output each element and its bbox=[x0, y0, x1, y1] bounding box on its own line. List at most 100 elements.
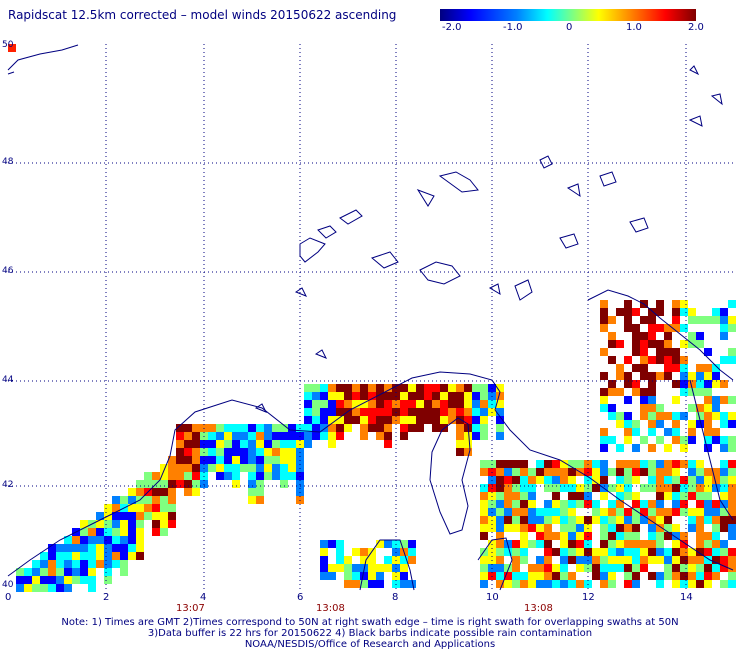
wind-cell bbox=[648, 404, 656, 412]
wind-cell bbox=[104, 552, 112, 560]
wind-cell bbox=[344, 556, 352, 564]
wind-cell bbox=[160, 512, 168, 520]
wind-cell bbox=[624, 540, 632, 548]
wind-cell bbox=[608, 500, 616, 508]
wind-cell bbox=[536, 524, 544, 532]
wind-cell bbox=[312, 416, 320, 424]
wind-cell bbox=[728, 420, 736, 428]
wind-cell bbox=[640, 340, 648, 348]
wind-cell bbox=[624, 420, 632, 428]
wind-cell bbox=[608, 436, 616, 444]
wind-cell bbox=[704, 380, 712, 388]
wind-cell bbox=[672, 468, 680, 476]
wind-cell bbox=[88, 560, 96, 568]
wind-cell bbox=[408, 556, 416, 564]
wind-cell bbox=[256, 496, 264, 504]
wind-cell bbox=[360, 416, 368, 424]
wind-cell bbox=[528, 468, 536, 476]
wind-cell bbox=[528, 540, 536, 548]
wind-cell bbox=[656, 356, 664, 364]
wind-cell bbox=[704, 420, 712, 428]
wind-cell bbox=[496, 392, 504, 400]
wind-cell bbox=[688, 508, 696, 516]
wind-cell bbox=[592, 572, 600, 580]
wind-cell bbox=[728, 468, 736, 476]
wind-cell bbox=[264, 472, 272, 480]
wind-cell bbox=[408, 540, 416, 548]
wind-cell bbox=[632, 348, 640, 356]
wind-cells bbox=[8, 44, 736, 592]
wind-cell bbox=[104, 520, 112, 528]
wind-cell bbox=[320, 416, 328, 424]
wind-cell bbox=[648, 516, 656, 524]
wind-cell bbox=[336, 408, 344, 416]
wind-cell bbox=[312, 384, 320, 392]
wind-cell bbox=[544, 484, 552, 492]
wind-cell bbox=[112, 552, 120, 560]
wind-cell bbox=[688, 372, 696, 380]
wind-cell bbox=[608, 516, 616, 524]
wind-cell bbox=[344, 580, 352, 588]
wind-cell bbox=[680, 492, 688, 500]
wind-cell bbox=[504, 580, 512, 588]
wind-cell bbox=[288, 448, 296, 456]
wind-cell bbox=[136, 520, 144, 528]
wind-cell bbox=[320, 556, 328, 564]
wind-cell bbox=[176, 464, 184, 472]
swath-time-label: 13:07 bbox=[176, 603, 205, 614]
wind-cell bbox=[208, 448, 216, 456]
wind-cell bbox=[280, 480, 288, 488]
wind-cell bbox=[720, 484, 728, 492]
wind-cell bbox=[168, 504, 176, 512]
wind-cell bbox=[40, 552, 48, 560]
wind-cell bbox=[680, 372, 688, 380]
wind-cell bbox=[72, 568, 80, 576]
wind-cell bbox=[184, 456, 192, 464]
lon-label: 10 bbox=[486, 592, 499, 603]
wind-cell bbox=[464, 448, 472, 456]
wind-cell bbox=[480, 516, 488, 524]
wind-cell bbox=[408, 408, 416, 416]
wind-cell bbox=[256, 440, 264, 448]
wind-cell bbox=[512, 492, 520, 500]
wind-cell bbox=[640, 404, 648, 412]
wind-cell bbox=[24, 568, 32, 576]
wind-cell bbox=[728, 508, 736, 516]
wind-cell bbox=[720, 460, 728, 468]
wind-cell bbox=[528, 500, 536, 508]
wind-cell bbox=[496, 492, 504, 500]
wind-cell bbox=[408, 384, 416, 392]
wind-cell bbox=[336, 392, 344, 400]
wind-cell bbox=[704, 564, 712, 572]
lat-label: 44 bbox=[2, 375, 14, 385]
wind-cell bbox=[672, 580, 680, 588]
wind-cell bbox=[576, 492, 584, 500]
wind-cell bbox=[96, 552, 104, 560]
lon-label: 2 bbox=[103, 592, 110, 603]
wind-cell bbox=[616, 308, 624, 316]
wind-cell bbox=[640, 436, 648, 444]
wind-cell bbox=[576, 532, 584, 540]
wind-cell bbox=[368, 384, 376, 392]
wind-cell bbox=[184, 488, 192, 496]
wind-cell bbox=[616, 412, 624, 420]
wind-cell bbox=[624, 532, 632, 540]
wind-cell bbox=[328, 564, 336, 572]
wind-cell bbox=[600, 300, 608, 308]
wind-cell bbox=[680, 556, 688, 564]
wind-cell bbox=[168, 520, 176, 528]
wind-cell bbox=[384, 556, 392, 564]
wind-cell bbox=[704, 388, 712, 396]
wind-cell bbox=[616, 388, 624, 396]
wind-cell bbox=[456, 400, 464, 408]
wind-cell bbox=[696, 388, 704, 396]
wind-cell bbox=[568, 460, 576, 468]
wind-cell bbox=[408, 400, 416, 408]
wind-cell bbox=[256, 448, 264, 456]
wind-cell bbox=[640, 564, 648, 572]
wind-cell bbox=[536, 460, 544, 468]
wind-cell bbox=[616, 468, 624, 476]
wind-cell bbox=[536, 476, 544, 484]
wind-cell bbox=[320, 392, 328, 400]
wind-cell bbox=[408, 548, 416, 556]
